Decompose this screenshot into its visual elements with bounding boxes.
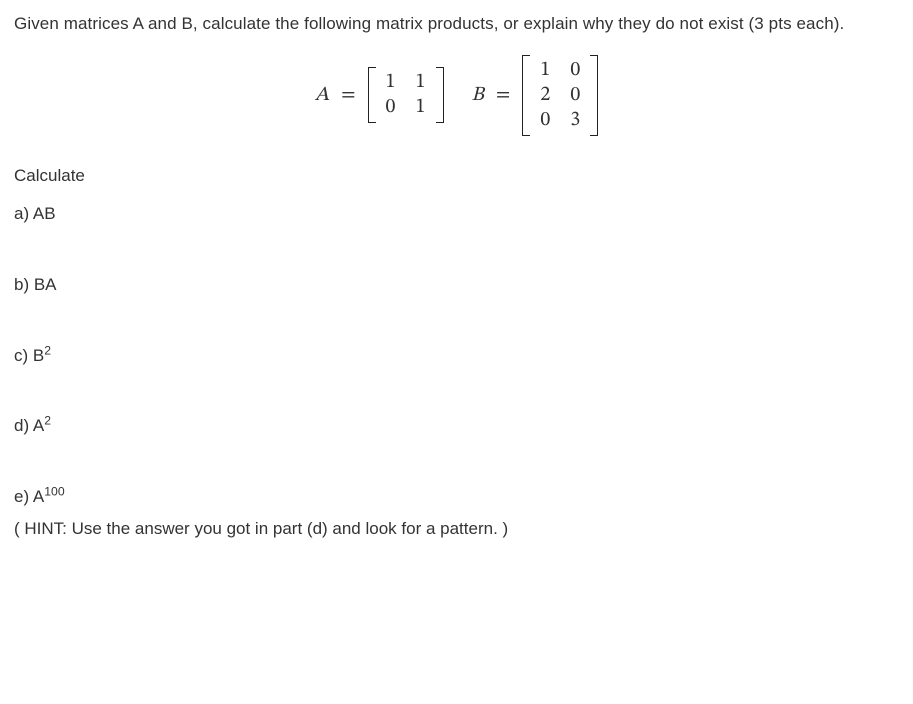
part-c-prefix: c) B [14,346,44,365]
matrix-a-label: A [315,81,329,110]
equals-sign: = [492,81,514,110]
part-d-prefix: d) A [14,416,44,435]
matrix-a: 1 1 0 1 [368,67,444,123]
equals-sign: = [337,81,359,110]
matrix-a-cell: 1 [414,95,428,120]
matrix-b-cell: 2 [538,83,552,108]
part-c-exponent: 2 [44,343,51,357]
matrix-b-label: B [472,81,484,110]
matrix-definitions: A = 1 1 0 1 B = 1 0 [14,55,899,136]
matrix-a-cell: 0 [384,95,398,120]
matrix-a-group: A = 1 1 0 1 [315,67,444,123]
matrix-b-cell: 3 [568,108,582,133]
part-e-exponent: 100 [44,484,64,498]
matrix-a-cell: 1 [414,70,428,95]
part-d: d) A2 [14,414,899,439]
part-a: a) AB [14,202,899,227]
matrix-b-cell: 0 [568,83,582,108]
part-e-prefix: e) A [14,487,44,506]
matrix-b-cell: 0 [538,108,552,133]
part-e: e) A100 [14,485,899,510]
part-d-exponent: 2 [44,414,51,428]
matrix-b-group: B = 1 0 2 0 0 3 [472,55,599,136]
matrix-b-cell: 1 [538,58,552,83]
matrix-a-cell: 1 [384,70,398,95]
part-b: b) BA [14,273,899,298]
problem-intro: Given matrices A and B, calculate the fo… [14,12,899,37]
calculate-heading: Calculate [14,164,899,189]
part-c: c) B2 [14,344,899,369]
matrix-b-cell: 0 [568,58,582,83]
matrix-b: 1 0 2 0 0 3 [522,55,598,136]
hint-text: ( HINT: Use the answer you got in part (… [14,517,899,542]
